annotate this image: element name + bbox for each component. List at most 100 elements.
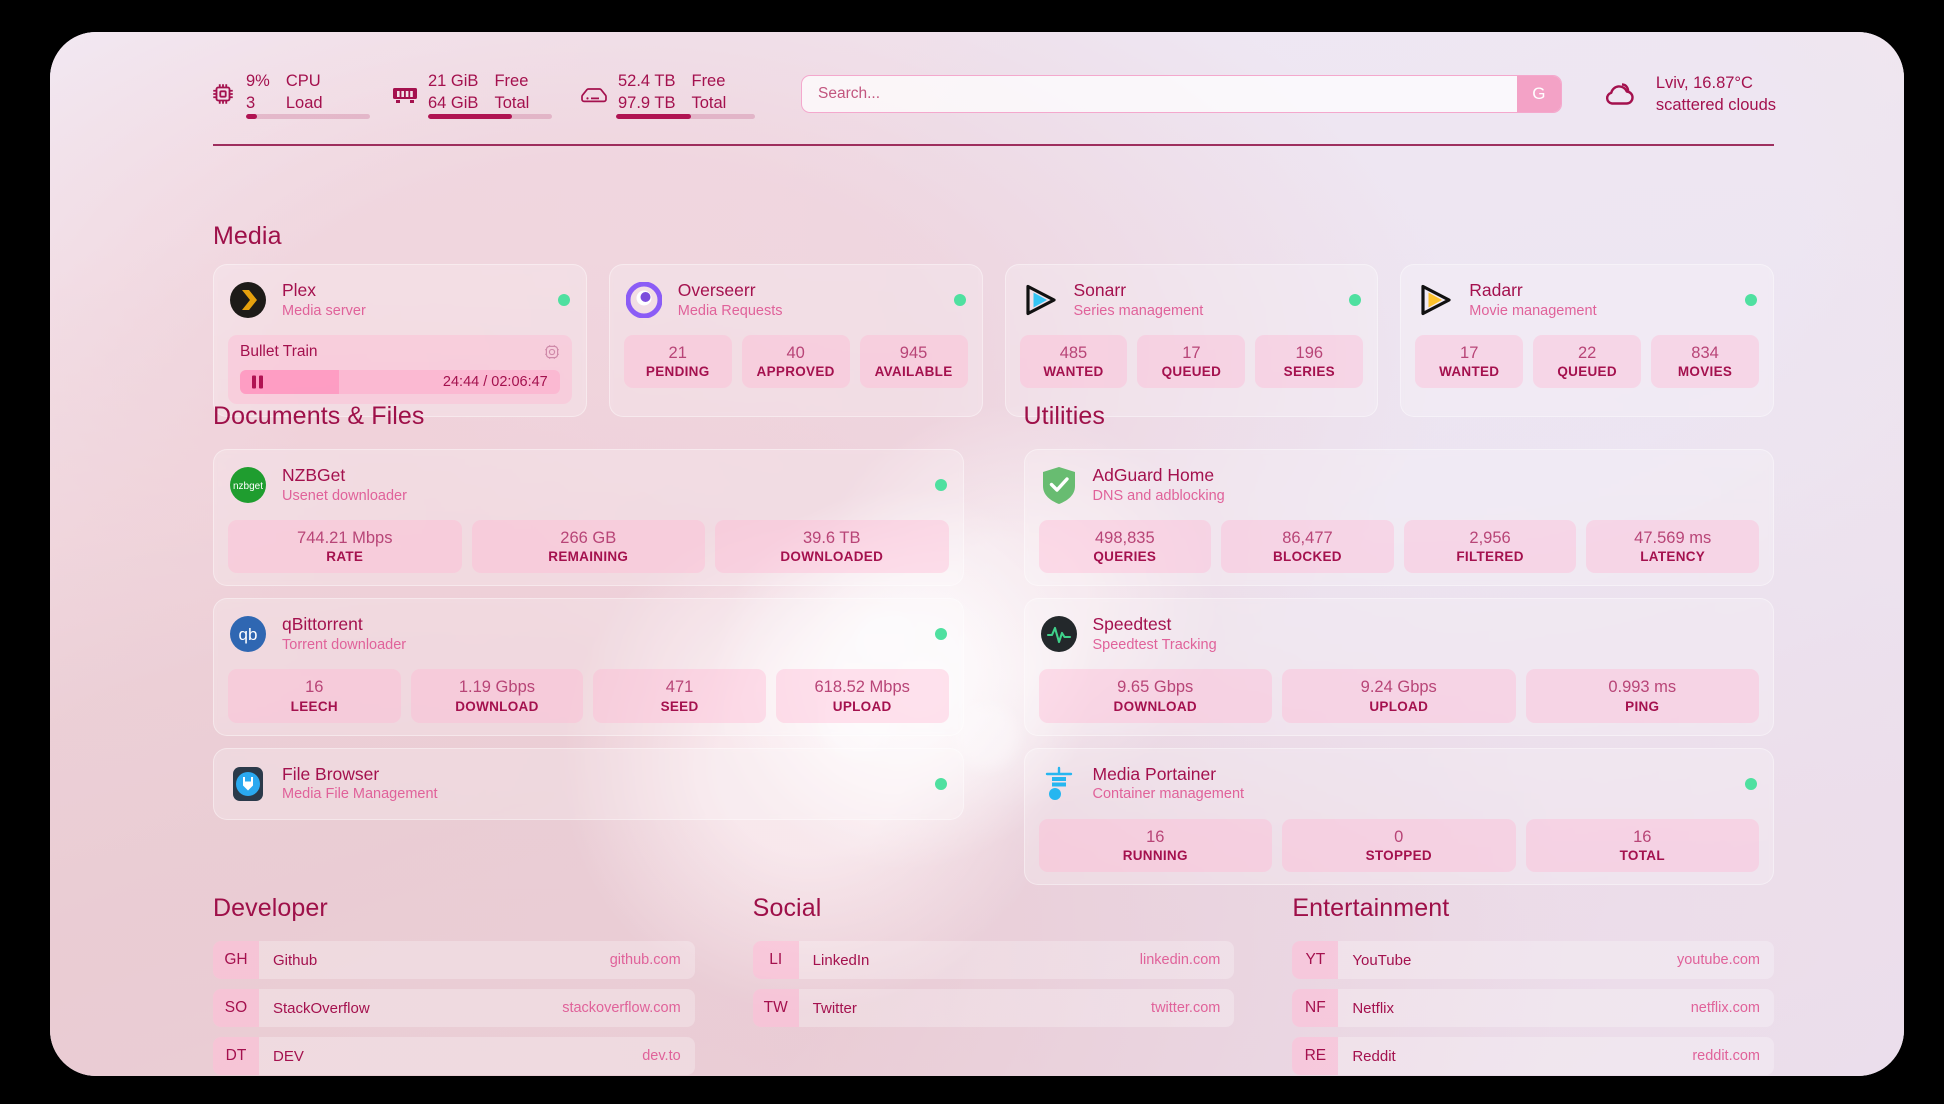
service-card-radarr[interactable]: Radarr Movie management 17 WANTED 22 QUE… [1400, 264, 1774, 417]
speedtest-logo-icon [1039, 614, 1079, 654]
mid-columns: Documents & Files nzbget NZBGet Usenet d… [213, 402, 1774, 885]
bookmark-host: youtube.com [1676, 952, 1761, 968]
search-area: G [801, 75, 1562, 113]
stat-tile: 9.24 Gbps UPLOAD [1282, 669, 1516, 723]
stat-value: 0.993 ms [1608, 678, 1677, 697]
service-card-nzbget[interactable]: nzbget NZBGet Usenet downloader 744.21 M… [213, 449, 964, 587]
bookmark-host: github.com [609, 952, 681, 968]
status-indicator-online [1349, 294, 1362, 306]
overseerr-logo-icon [624, 280, 664, 320]
status-indicator-online [934, 628, 947, 641]
bookmark-host: dev.to [642, 1048, 681, 1064]
search-box[interactable]: G [801, 75, 1562, 113]
bookmark-item-github[interactable]: GH Github github.com [213, 941, 695, 979]
bookmark-item-linkedin[interactable]: LI LinkedIn linkedin.com [752, 941, 1235, 979]
service-name: NZBGet [282, 465, 346, 486]
playback-progress-bar[interactable]: 24:44 / 02:06:47 [240, 370, 560, 394]
stat-label: WANTED [1043, 364, 1104, 380]
service-name: Sonarr [1073, 280, 1127, 301]
header-bar: 9% 3 CPU Load [210, 58, 1776, 130]
stat-tile: 266 GB REMAINING [471, 520, 705, 574]
service-card-media-portainer[interactable]: Media Portainer Container management 16 … [1023, 747, 1774, 885]
stat-tile: 86,477 BLOCKED [1221, 520, 1394, 574]
weather-widget[interactable]: Lviv, 16.87°C scattered clouds [1600, 71, 1776, 117]
card-header: Plex Media server [228, 277, 572, 323]
qbittorrent-logo-icon: qb [228, 614, 268, 654]
memory-label-bottom: Total [494, 93, 530, 112]
service-card-speedtest[interactable]: Speedtest Speedtest Tracking 9.65 Gbps D… [1023, 598, 1774, 736]
bookmark-item-reddit[interactable]: RE Reddit reddit.com [1292, 1037, 1775, 1075]
stat-tile: 16 RUNNING [1038, 818, 1272, 872]
bookmark-item-youtube[interactable]: YT YouTube youtube.com [1292, 941, 1775, 979]
cpu-icon [210, 71, 236, 117]
stat-tile: 47.569 ms LATENCY [1586, 520, 1759, 574]
stat-value: 2,956 [1469, 529, 1511, 547]
stat-tile: 834 MOVIES [1651, 335, 1760, 389]
stat-value: 17 [1182, 344, 1201, 362]
stats-row: 744.21 Mbps RATE 266 GB REMAINING 39.6 T… [228, 520, 949, 574]
stat-value: 266 GB [560, 529, 617, 547]
disk-label-top: Free [691, 72, 726, 90]
stat-label: UPLOAD [1369, 698, 1429, 714]
now-playing-title: Bullet Train [240, 343, 318, 360]
stat-label: MOVIES [1677, 364, 1733, 380]
card-header: Overseerr Media Requests [624, 277, 968, 323]
header-divider [213, 144, 1774, 146]
stat-value: 40 [786, 344, 805, 362]
search-submit-button[interactable]: G [1516, 76, 1561, 112]
cpu-stat: 9% 3 CPU Load [210, 71, 370, 119]
stat-value: 945 [899, 344, 928, 362]
service-name: Radarr [1469, 280, 1523, 301]
bookmark-name: Reddit [1352, 1047, 1396, 1065]
bookmark-item-dev[interactable]: DT DEV dev.to [213, 1037, 695, 1075]
bookmark-item-stackoverflow[interactable]: SO StackOverflow stackoverflow.com [213, 989, 695, 1027]
svg-text:qb: qb [239, 625, 258, 644]
service-card-qbittorrent[interactable]: qb qBittorrent Torrent downloader 16 LEE… [213, 598, 964, 736]
search-input[interactable] [802, 76, 1517, 112]
file-browser-logo-icon [228, 764, 268, 804]
stat-label: AVAILABLE [874, 364, 953, 380]
service-name: AdGuard Home [1092, 465, 1215, 486]
card-header: qb qBittorrent Torrent downloader [228, 611, 949, 657]
service-name: Media Portainer [1092, 763, 1217, 784]
stat-value: 9.65 Gbps [1117, 678, 1194, 697]
stat-label: UPLOAD [832, 698, 892, 714]
stat-value: 498,835 [1094, 529, 1155, 547]
stat-tile: 1.19 Gbps DOWNLOAD [410, 669, 584, 723]
bookmark-abbr: YT [1292, 941, 1339, 979]
bookmark-item-twitter[interactable]: TW Twitter twitter.com [752, 989, 1235, 1027]
service-card-sonarr[interactable]: Sonarr Series management 485 WANTED 17 Q… [1004, 264, 1379, 417]
status-indicator-online [1745, 294, 1757, 306]
service-card-plex[interactable]: Plex Media server Bullet Train [213, 264, 587, 417]
bookmark-name: StackOverflow [273, 999, 370, 1017]
stat-tile: 9.65 Gbps DOWNLOAD [1038, 669, 1272, 723]
screen-cast-icon[interactable] [544, 344, 560, 365]
bookmark-item-netflix[interactable]: NF Netflix netflix.com [1292, 989, 1775, 1027]
stat-tile: 744.21 Mbps RATE [228, 520, 462, 574]
section-title-media: Media [213, 222, 282, 250]
status-indicator-online [934, 479, 947, 491]
memory-free-value: 21 GiB [428, 72, 479, 90]
service-card-overseerr[interactable]: Overseerr Media Requests 21 PENDING 40 A… [608, 264, 983, 417]
service-card-adguard-home[interactable]: AdGuard Home DNS and adblocking 498,835 … [1023, 449, 1774, 587]
stat-label: LATENCY [1640, 549, 1706, 565]
stat-label: LEECH [290, 698, 338, 714]
stat-tile: 21 PENDING [623, 335, 732, 389]
stat-label: QUEUED [1557, 364, 1617, 380]
section-title-utilities: Utilities [1023, 402, 1105, 430]
cpu-count-value: 3 [246, 93, 256, 112]
bookmark-host: netflix.com [1690, 1000, 1761, 1016]
stat-tile: 40 APPROVED [741, 335, 850, 389]
service-subtitle: DNS and adblocking [1092, 487, 1225, 504]
stat-label: SERIES [1283, 364, 1335, 380]
service-name: File Browser [282, 763, 380, 784]
disk-total-value: 97.9 TB [618, 93, 676, 112]
pause-icon[interactable] [252, 375, 263, 389]
now-playing-panel[interactable]: Bullet Train 24:44 / 02:06:47 [228, 335, 572, 404]
plex-logo-icon [228, 280, 268, 320]
service-card-file-browser[interactable]: File Browser Media File Management [213, 747, 964, 820]
cpu-progress-bar [246, 114, 370, 119]
stat-value: 834 [1691, 344, 1719, 362]
service-subtitle: Movie management [1469, 302, 1597, 319]
stat-label: QUEUED [1161, 364, 1222, 380]
